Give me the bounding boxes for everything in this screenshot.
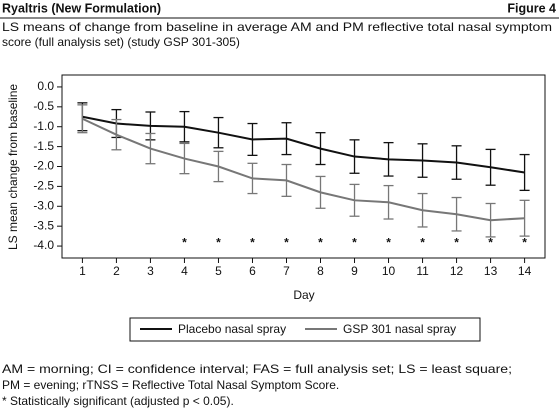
series-line (82, 115, 525, 174)
legend-box (129, 317, 481, 342)
footnote: * Statistically significant (adjusted p … (2, 394, 234, 408)
significance-marker: * (216, 235, 221, 249)
series-line (81, 117, 525, 222)
y-axis-label: LS mean change from baseline (6, 84, 20, 250)
y-tick-label: -2.5 (33, 179, 54, 193)
significance-marker: * (386, 235, 391, 249)
x-tick-label: 11 (416, 264, 429, 278)
x-tick-label: 6 (249, 264, 256, 278)
x-tick-label: 7 (283, 264, 290, 278)
significance-marker: * (522, 235, 527, 249)
x-tick-label: 8 (317, 264, 324, 278)
x-tick-label: 13 (484, 264, 498, 278)
significance-marker: * (420, 235, 425, 249)
footnote: AM = morning; CI = confidence interval; … (2, 362, 512, 376)
x-tick-label: 10 (382, 264, 396, 278)
legend-label: GSP 301 nasal spray (343, 322, 456, 336)
x-tick-label: 14 (518, 264, 532, 278)
significance-marker: * (182, 235, 187, 249)
chart-subtitle: score (full analysis set) (study GSP 301… (2, 35, 240, 49)
x-tick-label: 1 (79, 264, 86, 278)
y-tick-label: -3.0 (33, 198, 54, 212)
x-tick-label: 4 (181, 264, 188, 278)
chart-title: LS means of change from baseline in aver… (2, 20, 552, 34)
x-tick-label: 12 (450, 264, 464, 278)
significance-marker: * (488, 235, 493, 249)
y-tick-label: -1.5 (33, 139, 54, 153)
legend-label: Placebo nasal spray (178, 322, 286, 336)
significance-marker: * (352, 235, 357, 249)
x-tick-label: 5 (215, 264, 222, 278)
header-left: Ryaltris (New Formulation) (2, 1, 161, 15)
x-axis-label: Day (293, 288, 314, 302)
y-tick-label: -2.0 (33, 159, 54, 173)
y-tick-label: 0.0 (37, 79, 54, 93)
y-tick-label: -1.0 (33, 119, 54, 133)
y-tick-label: -0.5 (33, 99, 54, 113)
x-tick-label: 2 (113, 264, 120, 278)
footnote: PM = evening; rTNSS = Reflective Total N… (2, 378, 339, 392)
y-tick-label: -3.5 (33, 218, 54, 232)
significance-marker: * (250, 235, 255, 249)
significance-marker: * (318, 235, 323, 249)
x-tick-label: 9 (351, 264, 358, 278)
x-tick-label: 3 (147, 264, 154, 278)
header-right: Figure 4 (507, 1, 556, 15)
y-tick-label: -4.0 (33, 238, 54, 252)
significance-marker: * (454, 235, 459, 249)
plot-frame (61, 74, 546, 259)
significance-marker: * (284, 235, 289, 249)
